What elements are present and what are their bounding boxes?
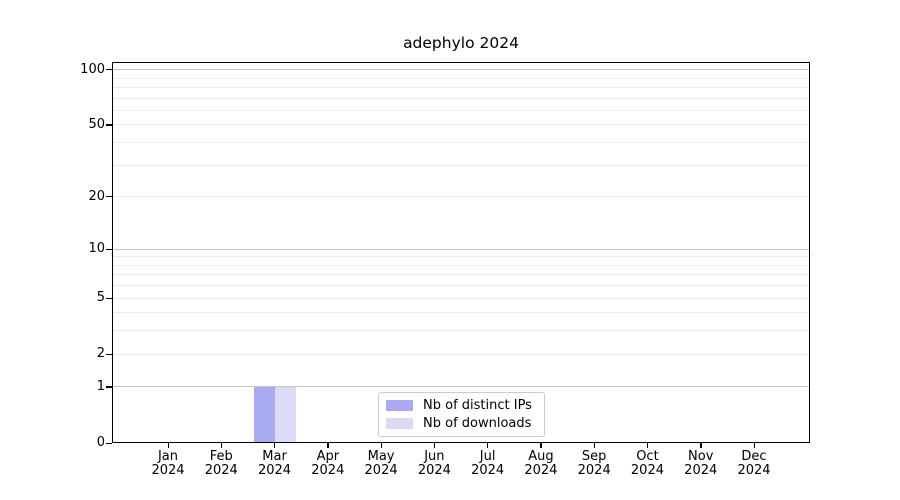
- x-tick-label: Nov 2024: [684, 449, 718, 478]
- y-tick-mark: [106, 196, 112, 198]
- legend-swatch-downloads: [386, 418, 413, 430]
- gridline-minor: [112, 256, 810, 258]
- y-tick-label: 0: [96, 435, 105, 450]
- y-tick-mark: [106, 124, 112, 126]
- gridline-minor: [112, 264, 810, 266]
- y-tick-label: 1: [96, 378, 105, 394]
- y-tick-label: 50: [88, 116, 105, 132]
- gridline-minor: [112, 97, 810, 99]
- x-tick-mark: [433, 443, 436, 448]
- gridline-minor: [112, 285, 810, 287]
- x-tick-mark: [540, 443, 542, 448]
- x-tick-mark: [167, 443, 169, 448]
- bar: [274, 386, 296, 443]
- x-tick-mark: [593, 443, 595, 448]
- legend-label-distinct-ips: Nb of distinct IPs: [423, 397, 532, 413]
- x-tick-label: Jun 2024: [417, 449, 451, 478]
- x-tick-label: May 2024: [364, 449, 398, 478]
- gridline-minor: [112, 77, 810, 79]
- y-tick-mark: [106, 386, 112, 388]
- legend-label-downloads: Nb of downloads: [423, 416, 532, 432]
- y-tick-label: 100: [80, 61, 105, 77]
- gridline-minor: [112, 353, 810, 355]
- y-tick-mark: [106, 442, 112, 444]
- x-tick-mark: [327, 443, 329, 448]
- x-tick-mark: [220, 443, 223, 448]
- gridline-minor: [112, 109, 810, 111]
- x-tick-label: Jan 2024: [151, 449, 185, 478]
- legend-item-distinct-ips: Nb of distinct IPs: [386, 398, 537, 413]
- x-tick-label: Mar 2024: [257, 449, 292, 478]
- y-tick-label: 10: [88, 241, 105, 256]
- plot-area: [112, 62, 810, 443]
- x-tick-label: Apr 2024: [311, 449, 345, 478]
- gridline-minor: [112, 196, 810, 198]
- gridline-major: [112, 386, 810, 388]
- x-tick-mark: [274, 443, 276, 448]
- x-tick-label: Dec 2024: [737, 449, 771, 478]
- gridline-minor: [112, 142, 810, 144]
- gridline-major: [112, 69, 810, 71]
- gridline-minor: [112, 297, 810, 299]
- gridline-minor: [112, 164, 810, 166]
- legend: Nb of distinct IPs Nb of downloads: [378, 392, 545, 437]
- x-tick-label: Jul 2024: [471, 449, 505, 478]
- x-tick-label: Oct 2024: [630, 449, 664, 478]
- x-tick-mark: [646, 443, 649, 448]
- x-tick-label: Sep 2024: [577, 449, 611, 478]
- gridline-minor: [112, 330, 810, 332]
- gridline-minor: [112, 124, 810, 126]
- x-tick-label: Feb 2024: [204, 449, 238, 478]
- bar: [253, 386, 275, 443]
- x-tick-mark: [487, 443, 489, 448]
- x-tick-label: Aug 2024: [524, 449, 558, 478]
- gridline-minor: [112, 312, 810, 314]
- gridline-minor: [112, 274, 810, 276]
- gridline-major: [112, 248, 810, 250]
- y-tick-label: 20: [88, 188, 105, 204]
- gridline-minor: [112, 86, 810, 88]
- legend-item-downloads: Nb of downloads: [386, 416, 537, 431]
- y-tick-label: 5: [96, 290, 105, 306]
- x-tick-mark: [753, 443, 755, 448]
- y-tick-label: 2: [96, 346, 105, 362]
- y-tick-mark: [106, 353, 112, 355]
- chart-title: adephylo 2024: [403, 34, 519, 52]
- y-tick-mark: [106, 297, 112, 299]
- y-tick-mark: [106, 248, 112, 250]
- legend-swatch-distinct-ips: [386, 399, 413, 411]
- y-tick-mark: [106, 69, 112, 71]
- x-tick-mark: [380, 443, 382, 448]
- x-tick-mark: [700, 443, 702, 448]
